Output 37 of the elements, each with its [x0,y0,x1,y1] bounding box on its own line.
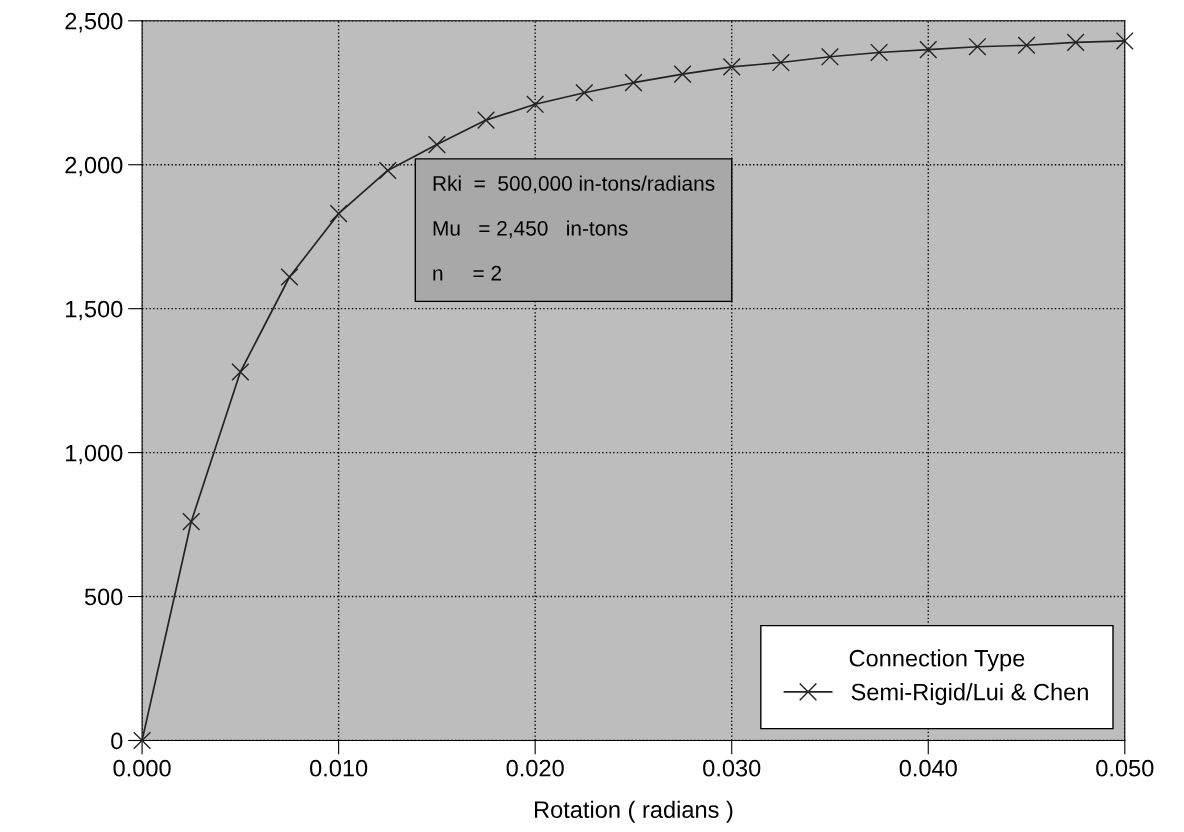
point [427,135,446,154]
point [673,65,692,84]
y-tick-label: 500 [84,588,123,606]
point [182,512,201,531]
point [968,37,987,56]
x-tick-label: 0.040 [899,759,957,777]
point [280,267,299,287]
point [378,161,397,180]
point [477,111,496,130]
legend-label: Semi-Rigid/Lui & Chen [851,683,1088,706]
point [1115,31,1134,50]
point [1066,33,1085,52]
point [820,47,840,66]
point [526,95,545,114]
y-tick-label: 2,500 [65,12,123,33]
point [722,57,741,76]
point [919,40,938,59]
point [231,362,250,382]
point [575,83,594,102]
y-tick-label: 1,000 [66,444,123,465]
x-tick-label: 0.050 [1096,759,1154,777]
y-tick-label: 1,500 [66,300,123,321]
y-tick-label: 2,000 [65,156,123,177]
x-axis-title: Rotation ( radians ) [534,800,733,823]
y-tick-label: 0 [111,732,123,750]
point [771,53,790,72]
point [1017,36,1036,55]
point [870,43,889,62]
point [329,204,348,223]
point [133,731,152,750]
x-tick-label: 0.010 [310,759,368,777]
point [624,73,643,92]
legend-title: Connection Type [849,649,1025,672]
x-tick-label: 0.000 [113,759,171,777]
x-tick-label: 0.030 [703,759,761,777]
text: Rki = 500,000 in-tons/radians Mu = 2,450 in-tons n = 2 [433,175,715,281]
x-tick-label: 0.020 [506,759,564,777]
